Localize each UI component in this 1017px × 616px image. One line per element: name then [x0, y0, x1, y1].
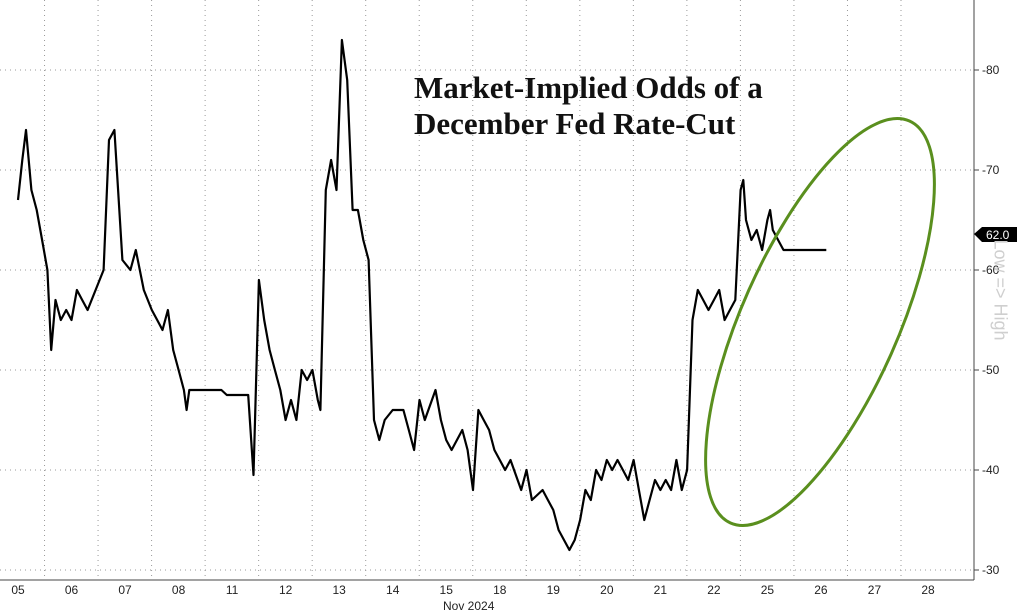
last-value-label: 62.0 [986, 228, 1010, 242]
last-value-badge: 62.0 [974, 227, 1017, 242]
y-tick-label: -50 [982, 363, 1000, 377]
y-tick-label: -40 [982, 463, 1000, 477]
x-tick-label: 15 [440, 583, 454, 597]
x-tick-label: 13 [332, 583, 346, 597]
y-tick-label: -70 [982, 163, 1000, 177]
x-tick-label: 05 [11, 583, 25, 597]
x-tick-label: 14 [386, 583, 400, 597]
x-tick-label: 07 [118, 583, 132, 597]
chart-title: Market-Implied Odds of a December Fed Ra… [414, 70, 763, 142]
x-axis-ticks: 05 06 07 08 11 12 13 14 15 18 19 20 21 22 25 26 27 28 [11, 583, 935, 597]
x-tick-label: 21 [654, 583, 668, 597]
y-tick-label: -60 [982, 263, 1000, 277]
last-value-badge-shape [974, 227, 1017, 242]
grid-layer [0, 0, 974, 580]
x-tick-label: 11 [226, 583, 239, 597]
y-tick-label: -80 [982, 63, 1000, 77]
y-axis-ticks: -30 -40 -50 -60 -70 -80 [974, 63, 1000, 577]
highlight-ellipse [704, 117, 936, 527]
x-tick-label: 08 [172, 583, 186, 597]
x-tick-label: 20 [600, 583, 614, 597]
x-tick-label: 18 [493, 583, 507, 597]
x-tick-label: 12 [279, 583, 293, 597]
chart-title-text: Market-Implied Odds of a December Fed Ra… [414, 70, 763, 141]
y-tick-label: -30 [982, 563, 1000, 577]
x-tick-label: 22 [707, 583, 721, 597]
x-tick-label: 06 [65, 583, 79, 597]
x-tick-label: 27 [868, 583, 882, 597]
x-tick-label: 26 [814, 583, 828, 597]
x-tick-label: 28 [921, 583, 935, 597]
x-axis-label: Nov 2024 [443, 599, 495, 613]
x-tick-label: 25 [761, 583, 775, 597]
series-line [16, 38, 827, 552]
x-tick-label: 19 [547, 583, 561, 597]
side-label: Low => High [990, 239, 1011, 341]
